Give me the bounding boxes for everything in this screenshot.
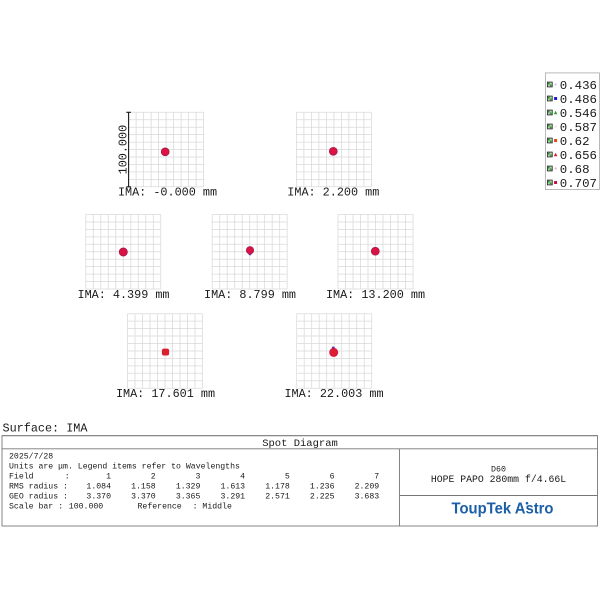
svg-text:6: 6 [330,472,335,481]
svg-text:IMA: 4.399 mm: IMA: 4.399 mm [77,288,169,302]
svg-text:0.436: 0.436 [560,79,597,93]
svg-text::: : [65,472,70,481]
svg-text:3: 3 [195,472,200,481]
svg-text:100.000: 100.000 [69,503,103,512]
svg-text:Units are μm. Legend items ref: Units are μm. Legend items refer to Wave… [9,461,240,471]
svg-text:3.365: 3.365 [176,493,201,502]
svg-text:2025/7/28: 2025/7/28 [9,451,53,461]
svg-text:1.178: 1.178 [265,482,290,491]
svg-text:3.291: 3.291 [221,493,246,502]
svg-text:0.546: 0.546 [560,107,597,121]
svg-text:0.656: 0.656 [560,149,597,163]
svg-text:IMA: 22.003 mm: IMA: 22.003 mm [284,387,383,401]
svg-text:IMA: 17.601 mm: IMA: 17.601 mm [116,387,215,401]
svg-text:IMA: 8.799 mm: IMA: 8.799 mm [204,288,296,302]
svg-text:1.329: 1.329 [176,482,201,491]
svg-text:0.707: 0.707 [560,177,597,191]
svg-text:Spot Diagram: Spot Diagram [262,438,338,450]
svg-text:5: 5 [285,472,290,481]
svg-text:1.084: 1.084 [86,482,111,491]
svg-text:RMS radius :: RMS radius : [9,481,68,491]
svg-text:2.209: 2.209 [355,482,380,491]
svg-text:2.225: 2.225 [310,493,335,502]
svg-text:Scale bar: Scale bar [9,502,53,512]
svg-text:0.62: 0.62 [560,135,590,149]
svg-text:2.571: 2.571 [265,493,290,502]
svg-text:0.587: 0.587 [560,121,597,135]
svg-text:GEO radius :: GEO radius : [9,492,68,502]
svg-text:7: 7 [374,472,379,481]
svg-text:1.158: 1.158 [131,482,156,491]
svg-text:IMA: -0.000 mm: IMA: -0.000 mm [118,186,217,200]
svg-text:0.486: 0.486 [560,93,597,107]
svg-text:1: 1 [106,472,111,481]
svg-text:3.683: 3.683 [355,493,380,502]
svg-text:3.370: 3.370 [131,493,156,502]
svg-text:4: 4 [240,472,245,481]
svg-text::: : [58,503,63,512]
svg-text:1.613: 1.613 [221,482,246,491]
svg-text:Surface: IMA: Surface: IMA [3,421,89,435]
svg-text:3.370: 3.370 [86,493,111,502]
svg-text:D60: D60 [491,465,506,474]
svg-text:100.000: 100.000 [117,125,131,175]
svg-text:ToupTek Astro: ToupTek Astro [452,501,554,518]
svg-text:: Middle: : Middle [193,502,232,512]
svg-text:2: 2 [151,472,156,481]
svg-text:Field: Field [9,471,34,481]
svg-text:IMA: 2.200 mm: IMA: 2.200 mm [287,186,379,200]
svg-text:Reference: Reference [138,502,182,512]
svg-text:HOPE PAPO 280mm f/4.66L: HOPE PAPO 280mm f/4.66L [431,474,566,485]
svg-text:1.236: 1.236 [310,482,335,491]
svg-text:IMA: 13.200 mm: IMA: 13.200 mm [326,288,425,302]
svg-text:0.68: 0.68 [560,163,590,177]
